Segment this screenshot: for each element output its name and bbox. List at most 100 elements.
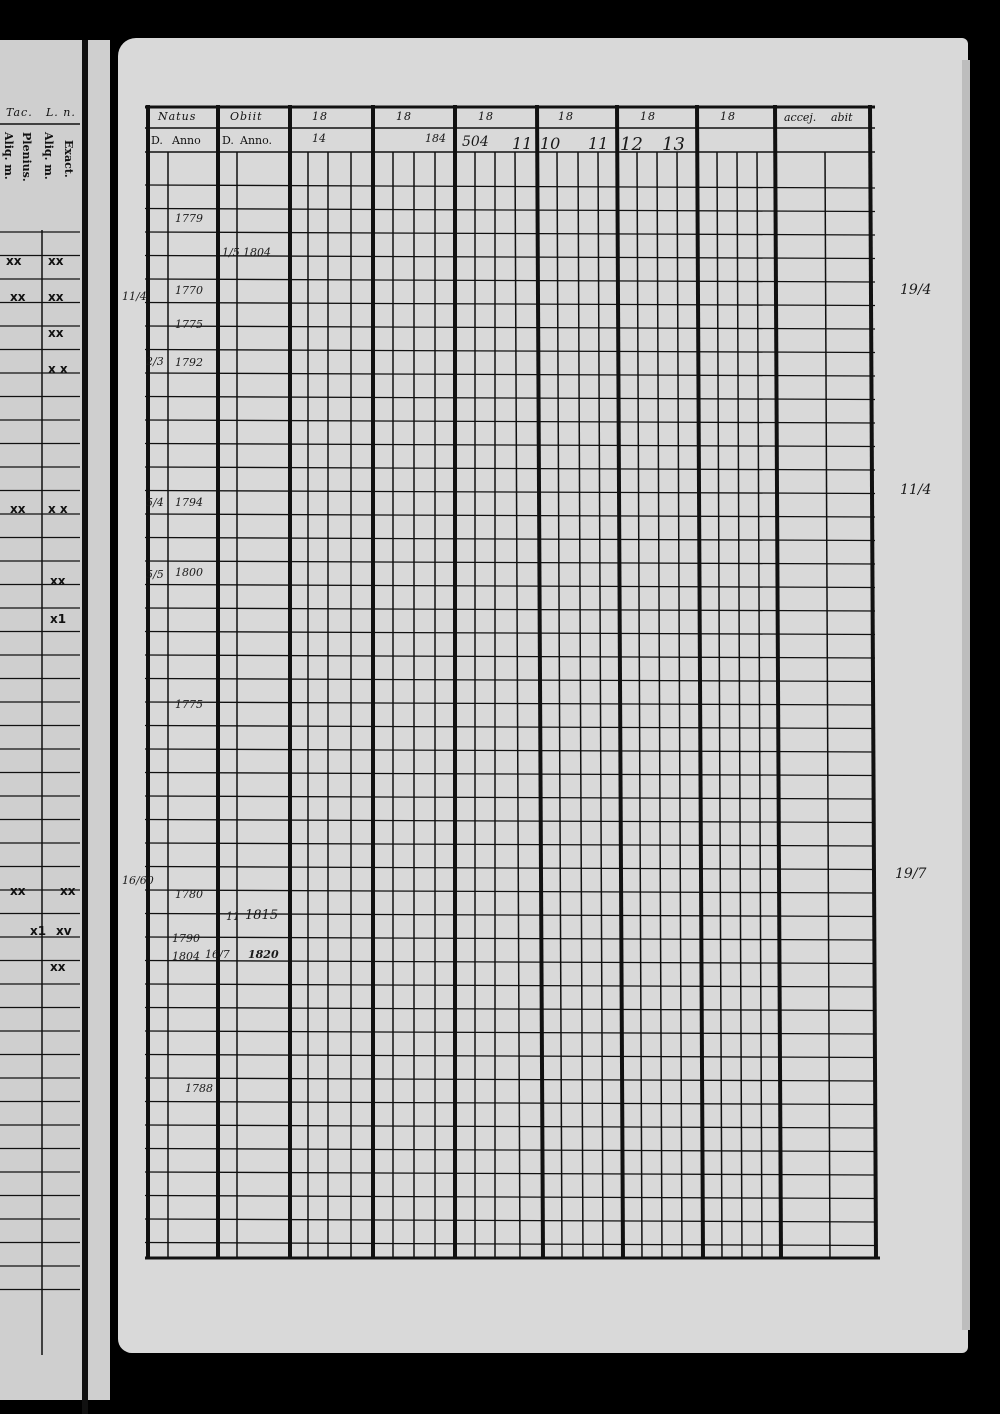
tally-mark: x1	[50, 612, 67, 626]
birth-day: 16/60	[122, 874, 154, 887]
header-obiit: Obiit	[230, 110, 263, 123]
header-note: 14	[312, 132, 326, 145]
row-rule	[144, 513, 876, 518]
birth-year: 1792	[175, 356, 203, 369]
birth-year: 1794	[175, 496, 203, 509]
row-rule	[144, 818, 876, 824]
row-rule	[144, 207, 876, 213]
header-note: 11	[588, 134, 609, 153]
row-rule	[144, 278, 876, 283]
row-rule	[144, 442, 876, 448]
subheader-plenius: Plenius.	[20, 132, 33, 182]
birth-year: 1800	[175, 566, 203, 579]
tally-mark: xx	[48, 326, 64, 340]
tally-mark: xx	[10, 502, 26, 516]
column-rule	[656, 151, 663, 1259]
header-natus: Natus	[158, 110, 197, 123]
header-year-6: 18	[720, 110, 736, 123]
row-rule	[144, 466, 876, 471]
row-rule	[144, 560, 876, 565]
tally-mark: xx	[60, 884, 76, 898]
subheader-death-day: D.	[222, 134, 234, 147]
row-rule	[144, 654, 876, 659]
column-divider	[615, 104, 625, 1259]
row-rule	[144, 959, 876, 965]
birth-year: 1779	[175, 212, 203, 225]
header-note: 10	[540, 134, 561, 153]
row-rule	[144, 748, 876, 753]
row-rule	[144, 583, 876, 589]
row-rule	[144, 419, 876, 424]
column-rule	[577, 151, 584, 1259]
row-rule	[144, 889, 876, 894]
birth-year: 1770	[175, 284, 203, 297]
row-rule	[144, 254, 876, 260]
header-year-5: 18	[640, 110, 656, 123]
header-note: 11	[512, 134, 533, 153]
header-tac: Tac.	[6, 106, 33, 119]
row-rule	[144, 1077, 876, 1082]
row-rule	[144, 795, 876, 800]
row-rule	[144, 936, 876, 941]
subheader-aliq-m: Aliq. m.	[42, 132, 55, 180]
birth-year: 1790	[172, 932, 200, 945]
row-rule	[144, 301, 876, 307]
row-rule	[144, 1218, 876, 1223]
header-year-3: 18	[478, 110, 494, 123]
column-rule	[514, 151, 521, 1259]
header-year-2: 18	[396, 110, 412, 123]
margin-note: 19/4	[900, 282, 932, 298]
row-rule	[144, 1147, 876, 1153]
row-rule	[144, 1171, 876, 1176]
header-abit: abit	[831, 111, 853, 124]
birth-year: 1804	[243, 246, 271, 259]
birth-year: 1775	[175, 698, 203, 711]
tally-mark: xx	[10, 884, 26, 898]
tally-mark: x x	[48, 362, 68, 376]
row-rule	[144, 842, 876, 847]
row-rule	[144, 724, 876, 730]
birth-day: 2/3	[146, 355, 164, 368]
row-rule	[144, 677, 876, 683]
tally-mark: x1	[30, 924, 47, 938]
birth-day: 1/5	[222, 246, 240, 259]
subheader-anno: Anno	[172, 134, 201, 147]
row-rule	[144, 1124, 876, 1129]
birth-year: 1775	[175, 318, 203, 331]
margin-note: 19/7	[895, 866, 927, 882]
death-day: 16/7	[205, 948, 230, 961]
tally-mark: xx	[10, 290, 26, 304]
book-spine	[82, 40, 88, 1414]
header-accej: accej.	[784, 111, 817, 124]
birth-day: 11/4	[122, 290, 147, 303]
row-rule	[144, 912, 876, 918]
row-rule	[144, 184, 876, 189]
row-rule	[144, 348, 876, 354]
row-rule	[144, 983, 876, 988]
birth-day: 5/4	[146, 496, 164, 509]
row-rule	[144, 771, 876, 777]
row-rule	[144, 1053, 876, 1059]
subheader-death-anno: Anno.	[240, 134, 273, 147]
row-rule	[144, 1006, 876, 1012]
birth-day: 5/5	[146, 568, 164, 581]
row-rule	[144, 630, 876, 636]
header-note: 13	[662, 134, 685, 155]
header-year-4: 18	[558, 110, 574, 123]
subheader-exact: Exact.	[62, 140, 75, 178]
row-rule	[144, 607, 876, 612]
row-rule	[144, 536, 876, 542]
tally-mark: x x	[48, 502, 68, 516]
column-divider	[695, 104, 705, 1259]
column-divider	[535, 104, 545, 1259]
birth-year: 1788	[185, 1082, 213, 1095]
margin-note: 11/4	[900, 482, 932, 498]
column-rule	[556, 151, 563, 1259]
column-rule	[636, 151, 643, 1259]
row-rule	[144, 325, 876, 330]
tally-mark: xx	[48, 290, 64, 304]
tally-mark: xx	[48, 254, 64, 268]
tally-mark: xv	[56, 924, 72, 938]
death-year: 1815	[245, 908, 279, 923]
